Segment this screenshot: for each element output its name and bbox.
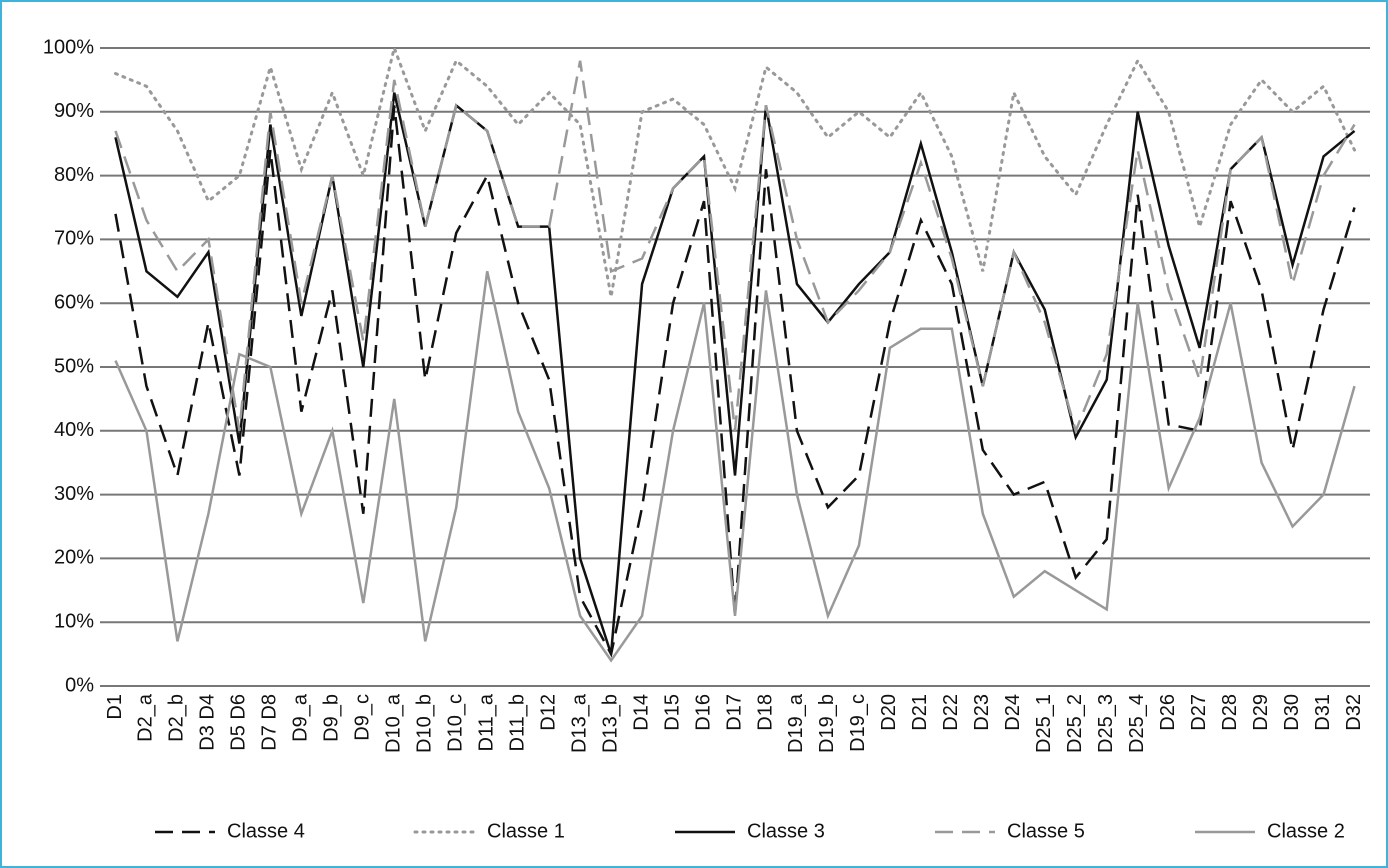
series-line — [114, 60, 1356, 435]
y-tick-label: 20% — [54, 547, 94, 569]
x-tick-label: D12 — [537, 694, 559, 731]
x-tick-label: D16 — [692, 694, 714, 731]
x-tick-label: D13_a — [568, 693, 590, 753]
x-tick-label: D18 — [754, 694, 776, 731]
y-tick-label: 30% — [54, 483, 94, 505]
y-tick-label: 0% — [65, 674, 94, 696]
x-tick-label: D19_b — [816, 694, 838, 753]
x-tick-label: D5 D6 — [228, 694, 250, 751]
y-tick-label: 100% — [43, 36, 94, 58]
x-tick-label: D11_a — [475, 693, 497, 751]
x-tick-label: D23 — [971, 694, 993, 731]
legend-label: Classe 5 — [1007, 820, 1085, 842]
x-tick-label: D9_b — [321, 694, 343, 742]
x-tick-label: D13_b — [599, 694, 621, 753]
x-tick-label: D7 D8 — [259, 694, 281, 751]
x-tick-label: D20 — [878, 694, 900, 731]
x-tick-label: D2_a — [135, 693, 157, 742]
series-line — [114, 105, 1356, 658]
x-tick-label: D21 — [909, 694, 931, 731]
x-tick-label: D25_4 — [1126, 694, 1148, 753]
x-tick-label: D10_a — [383, 693, 405, 753]
x-tick-label: D31 — [1312, 694, 1334, 731]
series-line — [113, 42, 1357, 298]
x-tick-label: D10_c — [445, 694, 467, 752]
y-tick-label: 90% — [54, 100, 94, 122]
series-line — [114, 92, 1356, 655]
x-tick-label: D32 — [1343, 694, 1365, 731]
legend-label: Classe 2 — [1267, 820, 1345, 842]
x-tick-label: D22 — [940, 694, 962, 731]
legend-label: Classe 3 — [747, 820, 825, 842]
x-tick-label: D28 — [1219, 694, 1241, 731]
x-tick-label: D19_c — [847, 694, 869, 752]
legend-label: Classe 4 — [227, 820, 305, 842]
x-tick-label: D29 — [1250, 694, 1272, 731]
y-tick-label: 50% — [54, 355, 94, 377]
x-tick-label: D27 — [1188, 694, 1210, 731]
x-tick-label: D19_a — [785, 693, 807, 753]
x-tick-label: D24 — [1002, 694, 1024, 731]
x-tick-label: D2_b — [166, 694, 188, 742]
x-tick-label: D1 — [104, 694, 126, 720]
y-tick-label: 80% — [54, 164, 94, 186]
y-tick-label: 70% — [54, 228, 94, 250]
series-line — [114, 271, 1356, 663]
x-tick-label: D17 — [723, 694, 745, 731]
y-tick-label: 60% — [54, 291, 94, 313]
legend-label: Classe 1 — [487, 820, 565, 842]
x-tick-label: D30 — [1281, 694, 1303, 731]
x-tick-label: D14 — [630, 694, 652, 731]
x-tick-label: D3 D4 — [197, 694, 219, 751]
x-tick-label: D15 — [661, 694, 683, 731]
y-tick-label: 40% — [54, 419, 94, 441]
y-tick-label: 10% — [54, 610, 94, 632]
x-tick-label: D10_b — [414, 694, 436, 753]
x-tick-label: D26 — [1157, 694, 1179, 731]
x-tick-label: D9_c — [352, 694, 374, 741]
x-tick-label: D9_a — [290, 693, 312, 742]
x-tick-label: D11_b — [506, 694, 528, 751]
x-tick-label: D25_1 — [1033, 694, 1055, 753]
x-tick-label: D25_2 — [1064, 694, 1086, 753]
x-tick-label: D25_3 — [1095, 694, 1117, 753]
